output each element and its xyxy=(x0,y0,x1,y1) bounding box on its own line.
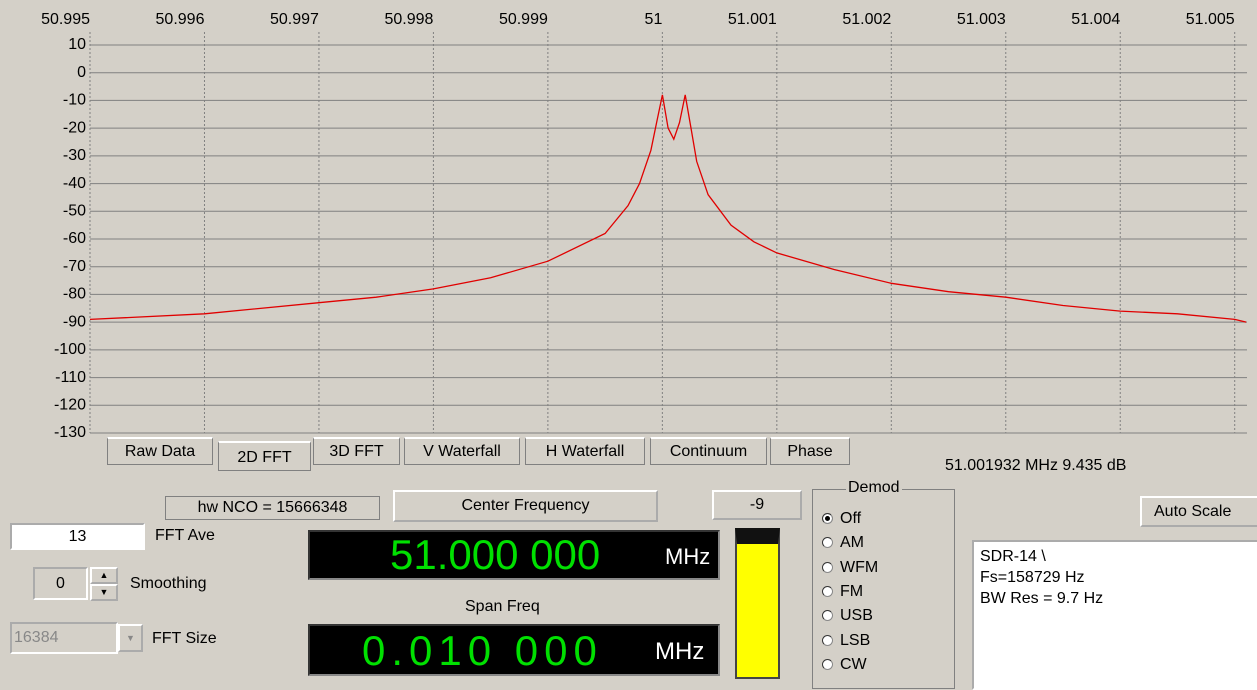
center-unit: MHz xyxy=(665,544,711,569)
tab[interactable]: V Waterfall xyxy=(404,437,520,465)
y-tick-label: -110 xyxy=(55,369,86,386)
y-tick-label: -80 xyxy=(63,286,86,303)
y-tick-label: 0 xyxy=(77,64,86,81)
readout: 51.001932 MHz 9.435 dB xyxy=(945,457,1127,474)
dropdown[interactable]: ▼ xyxy=(118,624,143,652)
info-line: SDR-14 \ xyxy=(980,548,1046,565)
tab[interactable]: Raw Data xyxy=(107,437,213,465)
x-tick-label: 51.002 xyxy=(842,11,891,28)
radio[interactable] xyxy=(822,658,833,670)
tab[interactable]: Phase xyxy=(770,437,850,465)
level-meter xyxy=(735,528,780,679)
x-tick-label: 50.995 xyxy=(41,11,90,28)
demod-group xyxy=(812,489,955,689)
radio-label[interactable]: FM xyxy=(840,582,864,600)
spin-down[interactable]: ▼ xyxy=(90,584,118,601)
y-tick-label: -40 xyxy=(63,175,86,192)
x-tick-label: 51.004 xyxy=(1071,11,1120,28)
x-tick-label: 50.996 xyxy=(156,11,205,28)
center-display: 51.000 000 MHz xyxy=(308,530,720,580)
radio-label[interactable]: Off xyxy=(840,510,862,527)
center-digits: 51.000 000 xyxy=(390,531,601,578)
radio-label[interactable]: USB xyxy=(840,607,873,625)
y-tick-label: 10 xyxy=(68,36,86,53)
demod-title: Demod xyxy=(846,479,902,497)
center-frequency-button[interactable]: Center Frequency xyxy=(393,490,658,522)
y-tick-label: -120 xyxy=(54,397,86,414)
gain-button[interactable]: -9 xyxy=(712,490,802,520)
radio[interactable] xyxy=(822,634,833,646)
span-display: 0.010 000 MHz xyxy=(308,624,720,676)
fft-ave-label: FFT Ave xyxy=(155,527,215,544)
spin-up[interactable]: ▲ xyxy=(90,567,118,584)
span-unit: MHz xyxy=(655,638,705,665)
radio[interactable] xyxy=(822,537,833,549)
y-tick-label: -60 xyxy=(63,230,86,247)
radio[interactable] xyxy=(822,610,833,622)
tab[interactable]: 2D FFT xyxy=(218,441,311,471)
tab[interactable]: 3D FFT xyxy=(313,437,400,465)
y-tick-label: -130 xyxy=(54,424,86,440)
auto-scale-button[interactable]: Auto Scale xyxy=(1140,496,1257,527)
x-tick-label: 51.001 xyxy=(728,11,777,28)
info-line: Fs=158729 Hz xyxy=(980,569,1085,586)
fft-size-label: FFT Size xyxy=(152,630,217,647)
x-tick-label: 50.998 xyxy=(384,11,433,28)
y-tick-label: -30 xyxy=(63,147,86,164)
fft-ave-input[interactable]: 13 xyxy=(10,523,145,550)
radio-label[interactable]: AM xyxy=(840,534,864,552)
radio[interactable] xyxy=(822,561,833,573)
y-tick-label: -100 xyxy=(54,341,86,358)
spectrum-chart: 10 0 -10 -20 -30 -40 -50 -60 -70 -80 -90 -100 -110 -1… xyxy=(41,11,1247,440)
info-box: SDR-14 \ Fs=158729 Hz BW Res = 9.7 Hz xyxy=(972,540,1257,690)
radio-label[interactable]: WFM xyxy=(840,558,879,576)
radio[interactable] xyxy=(822,513,833,524)
smoothing-label: Smoothing xyxy=(130,575,207,592)
y-tick-label: -90 xyxy=(63,313,86,330)
info-line: BW Res = 9.7 Hz xyxy=(980,590,1104,607)
smoothing-input[interactable]: 0 xyxy=(33,567,88,600)
spectrum-line xyxy=(89,94,1247,323)
y-tick-label: -50 xyxy=(63,203,86,220)
fft-size-select[interactable]: 16384 xyxy=(10,622,118,654)
radio-label[interactable]: CW xyxy=(840,655,867,673)
tab[interactable]: Continuum xyxy=(650,437,767,465)
x-tick-label: 50.997 xyxy=(270,11,319,28)
y-tick-label: -70 xyxy=(63,258,86,275)
nco: hw NCO = 15666348 xyxy=(165,496,380,520)
radio[interactable] xyxy=(822,585,833,597)
y-tick-label: -20 xyxy=(63,119,86,136)
radio-label[interactable]: LSB xyxy=(840,631,871,649)
x-tick-label: 51.005 xyxy=(1186,11,1235,28)
span-label: Span Freq xyxy=(465,598,540,615)
x-tick-label: 50.999 xyxy=(499,11,548,28)
x-tick-label: 51.003 xyxy=(957,11,1006,28)
y-tick-label: -10 xyxy=(63,92,86,109)
span-digits: 0.010 000 xyxy=(362,627,603,674)
x-tick-label: 51 xyxy=(645,11,663,28)
tab[interactable]: H Waterfall xyxy=(525,437,645,465)
